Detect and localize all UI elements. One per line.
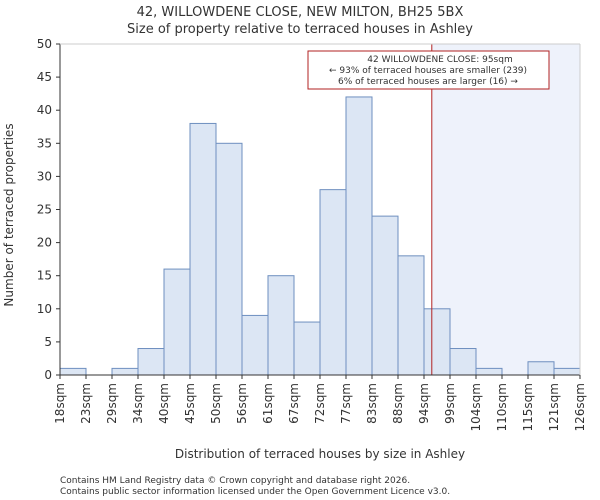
highlight-region [431, 44, 580, 375]
x-tick-label: 110sqm [495, 383, 509, 431]
x-tick-label: 99sqm [443, 383, 457, 424]
y-tick-label: 10 [37, 302, 52, 316]
bar [449, 348, 477, 376]
bar [423, 308, 451, 376]
bar [527, 361, 555, 376]
x-tick-label: 40sqm [157, 383, 171, 424]
x-tick-label: 45sqm [183, 383, 197, 424]
x-tick-label: 18sqm [53, 383, 67, 424]
bar [137, 348, 165, 376]
x-tick-label: 104sqm [469, 383, 483, 431]
bar [267, 275, 295, 376]
x-tick-label: 77sqm [339, 383, 353, 424]
bars [59, 96, 581, 376]
bar [241, 314, 269, 376]
y-tick-label: 20 [37, 236, 52, 250]
x-tick-label: 115sqm [521, 383, 535, 431]
annotation-line-3: 6% of terraced houses are larger (16) → [338, 77, 518, 87]
x-tick-label: 83sqm [365, 383, 379, 424]
x-tick-label: 126sqm [573, 383, 587, 431]
x-tick-label: 72sqm [313, 383, 327, 424]
annotation-line-2: ← 93% of terraced houses are smaller (23… [329, 66, 527, 76]
x-axis-label: Distribution of terraced houses by size … [175, 447, 465, 461]
bar [111, 367, 139, 376]
bar [371, 215, 399, 376]
annotation-frame [307, 50, 550, 90]
x-tick-label: 23sqm [79, 383, 93, 424]
bar [345, 96, 373, 376]
x-tick-label: 50sqm [209, 383, 223, 424]
y-tick-label: 30 [37, 169, 52, 183]
x-axis: 18sqm 23sqm 29sqm 34sqm 40sqm 45sqm 50sqm 56sqm… [53, 43, 587, 431]
y-tick-label: 15 [37, 269, 52, 283]
y-axis: 0 5 10 15 20 25 30 35 40 45 50 [37, 37, 61, 382]
y-tick-label: 0 [44, 368, 52, 382]
x-tick-label: 61sqm [261, 383, 275, 424]
bar [553, 367, 581, 376]
x-tick-label: 67sqm [287, 383, 301, 424]
y-tick-label: 5 [44, 335, 52, 349]
bar [189, 122, 217, 376]
annotation-line-1: 42 WILLOWDENE CLOSE: 95sqm [367, 55, 512, 65]
y-tick-label: 40 [37, 103, 52, 117]
x-tick-label: 121sqm [547, 383, 561, 431]
footer-line-2: Contains public sector information licen… [60, 487, 450, 497]
x-tick-label: 34sqm [131, 383, 145, 424]
bar [319, 189, 347, 376]
y-tick-label: 50 [37, 37, 52, 51]
footer-line-1: Contains HM Land Registry data © Crown c… [60, 476, 410, 486]
bar [397, 255, 425, 376]
bar [293, 321, 321, 376]
x-tick-label: 94sqm [417, 383, 431, 424]
y-tick-label: 25 [37, 203, 52, 217]
annotation-box: 42 WILLOWDENE CLOSE: 95sqm ← 93% of terr… [307, 50, 550, 90]
y-tick-label: 35 [37, 136, 52, 150]
y-axis-label: Number of terraced properties [2, 123, 16, 306]
chart-subtitle: Size of property relative to terraced ho… [127, 22, 473, 37]
x-tick-label: 56sqm [235, 383, 249, 424]
bar [475, 367, 503, 376]
y-tick-label: 45 [37, 70, 52, 84]
chart-title: 42, WILLOWDENE CLOSE, NEW MILTON, BH25 5… [137, 5, 464, 20]
bar [215, 142, 243, 376]
bar [59, 367, 87, 376]
x-tick-label: 29sqm [105, 383, 119, 424]
x-tick-label: 88sqm [391, 383, 405, 424]
bar [163, 268, 191, 376]
